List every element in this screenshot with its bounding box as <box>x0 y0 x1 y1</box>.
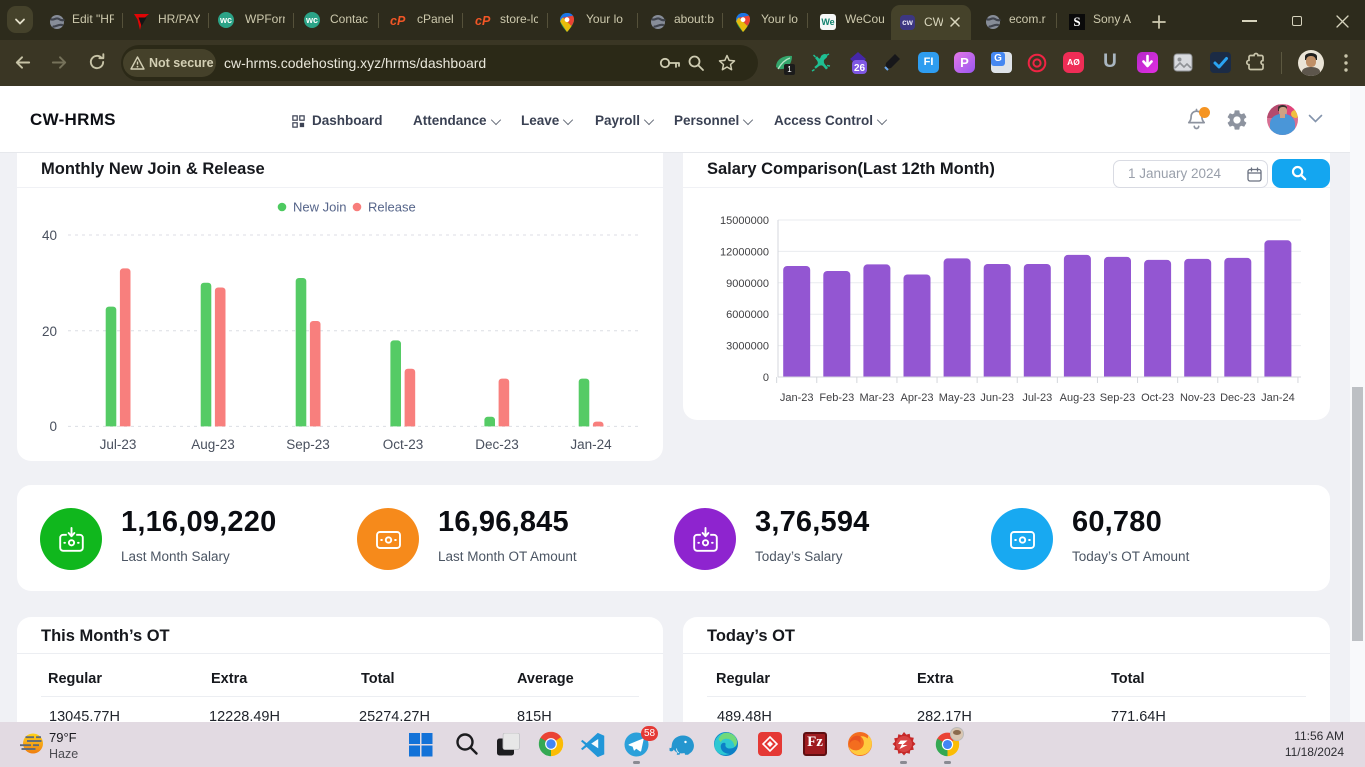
svg-text:Apr-23: Apr-23 <box>900 392 933 404</box>
svg-text:Jul-23: Jul-23 <box>100 437 137 452</box>
svg-text:New Join: New Join <box>293 200 346 215</box>
svg-text:9000000: 9000000 <box>726 278 769 290</box>
svg-text:0: 0 <box>763 372 769 384</box>
svg-text:Aug-23: Aug-23 <box>1060 392 1095 404</box>
svg-text:Dec-23: Dec-23 <box>1220 392 1255 404</box>
svg-text:Jan-23: Jan-23 <box>780 392 814 404</box>
svg-text:20: 20 <box>42 324 57 339</box>
svg-text:0: 0 <box>49 419 57 434</box>
svg-text:Release: Release <box>368 200 416 215</box>
svg-text:6000000: 6000000 <box>726 309 769 321</box>
svg-text:Jan-24: Jan-24 <box>1261 392 1295 404</box>
svg-text:Oct-23: Oct-23 <box>383 437 424 452</box>
svg-text:Dec-23: Dec-23 <box>475 437 519 452</box>
svg-text:Jul-23: Jul-23 <box>1022 392 1052 404</box>
svg-text:Nov-23: Nov-23 <box>1180 392 1215 404</box>
svg-text:Jun-23: Jun-23 <box>980 392 1014 404</box>
svg-text:Sep-23: Sep-23 <box>1100 392 1135 404</box>
svg-text:Oct-23: Oct-23 <box>1141 392 1174 404</box>
svg-text:Aug-23: Aug-23 <box>191 437 235 452</box>
svg-text:Jan-24: Jan-24 <box>570 437 612 452</box>
svg-text:26: 26 <box>854 63 866 74</box>
svg-text:Mar-23: Mar-23 <box>859 392 894 404</box>
svg-text:May-23: May-23 <box>939 392 976 404</box>
svg-text:15000000: 15000000 <box>720 215 769 227</box>
svg-text:3000000: 3000000 <box>726 341 769 353</box>
svg-text:Sep-23: Sep-23 <box>286 437 330 452</box>
svg-text:Feb-23: Feb-23 <box>819 392 854 404</box>
svg-text:40: 40 <box>42 228 57 243</box>
svg-text:12000000: 12000000 <box>720 246 769 258</box>
